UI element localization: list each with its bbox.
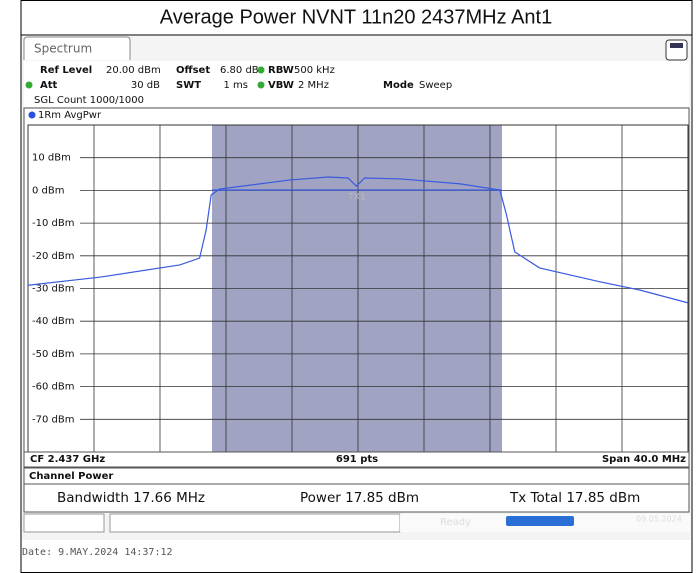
status-box bbox=[23, 513, 105, 533]
y-tick-label: -20 dBm bbox=[32, 251, 74, 262]
channel-power-title: Channel Power bbox=[29, 471, 113, 482]
channel-power-panel bbox=[23, 467, 690, 513]
settings-panel bbox=[24, 61, 689, 107]
setting-label: RBW bbox=[268, 65, 294, 76]
setting-label: Mode bbox=[383, 80, 414, 91]
trace bbox=[27, 176, 689, 304]
status-date: 09.05.2024 bbox=[636, 515, 682, 524]
setting-value: 30 dB bbox=[131, 80, 160, 91]
setting-value: 2 MHz bbox=[298, 80, 329, 91]
setting-value: 20.00 dBm bbox=[106, 65, 161, 76]
bandwidth: Bandwidth 17.66 MHz bbox=[57, 490, 205, 506]
y-tick-label: -70 dBm bbox=[32, 414, 74, 425]
trace-dot bbox=[28, 111, 36, 119]
setting-value: Sweep bbox=[419, 80, 452, 91]
y-tick-label: -30 dBm bbox=[32, 284, 74, 295]
y-tick-label: -60 dBm bbox=[32, 382, 74, 393]
tab[interactable] bbox=[23, 36, 131, 60]
setting-label: VBW bbox=[268, 80, 294, 91]
tx-total: Tx Total 17.85 dBm bbox=[509, 490, 640, 506]
plot: 10 dBm 0 dBm -10 dBm -20 dBm -30 dBm -40 dBm -… bbox=[27, 124, 689, 453]
icon-glyph bbox=[670, 43, 683, 48]
setting-label: SWT bbox=[176, 80, 201, 91]
setting-value: 6.80 dB bbox=[220, 65, 259, 76]
sweep-count: SGL Count 1000/1000 bbox=[34, 95, 144, 106]
y-tick-label: -50 dBm bbox=[32, 349, 74, 360]
status-state: Ready bbox=[440, 517, 471, 528]
y-tick-label: 0 dBm bbox=[32, 185, 65, 196]
date-line: Date: 9.MAY.2024 14:37:12 bbox=[22, 547, 173, 558]
tab-label[interactable]: Spectrum bbox=[34, 42, 92, 56]
setting-label: Offset bbox=[176, 65, 210, 76]
y-tick-label: -10 dBm bbox=[32, 218, 74, 229]
center-freq: CF 2.437 GHz bbox=[30, 454, 105, 465]
power: Power 17.85 dBm bbox=[300, 490, 419, 506]
indicator bbox=[25, 81, 33, 89]
title: Average Power NVNT 11n20 2437MHz Ant1 bbox=[160, 6, 552, 28]
points: 691 pts bbox=[336, 454, 378, 465]
status-box bbox=[109, 513, 401, 533]
setting-value: 1 ms bbox=[224, 80, 249, 91]
y-tick-label: 10 dBm bbox=[32, 153, 71, 164]
setting-label: Ref Level bbox=[40, 65, 92, 76]
indicator bbox=[257, 66, 265, 74]
span: Span 40.0 MHz bbox=[602, 454, 686, 465]
y-tick-label: -40 dBm bbox=[32, 316, 74, 327]
trace-label: 1Rm AvgPwr bbox=[38, 110, 102, 121]
indicator bbox=[257, 81, 265, 89]
setting-value: 500 kHz bbox=[294, 65, 335, 76]
channel-label: TX1 bbox=[347, 193, 365, 203]
setting-label: Att bbox=[40, 80, 58, 91]
progress bbox=[506, 516, 574, 526]
